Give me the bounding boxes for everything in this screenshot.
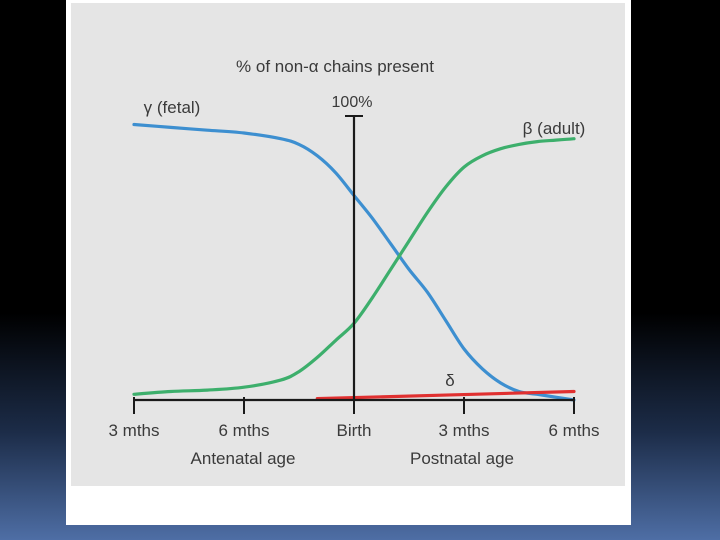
x-tick-label: 6 mths xyxy=(548,421,599,440)
series-label-adult: β (adult) xyxy=(523,119,586,138)
chart-card: % of non-α chains present 100% Antenatal… xyxy=(71,3,625,486)
antenatal-label: Antenatal age xyxy=(191,449,296,468)
x-tick-label: 3 mths xyxy=(438,421,489,440)
label-layer: γ (fetal) β (adult) δ xyxy=(144,98,586,390)
chart-title: % of non-α chains present xyxy=(236,57,434,76)
x-tick-label: Birth xyxy=(337,421,372,440)
series-line-fetal xyxy=(132,122,576,402)
postnatal-label: Postnatal age xyxy=(410,449,514,468)
axis-layer: 3 mths 6 mths Birth 3 mths 6 mths xyxy=(108,115,600,440)
series-line-s2 xyxy=(315,389,576,401)
hemoglobin-chain-chart: % of non-α chains present 100% Antenatal… xyxy=(108,57,600,468)
slide-panel: % of non-α chains present 100% Antenatal… xyxy=(66,0,631,525)
series-label-s2: δ xyxy=(445,371,454,390)
x-tick-label: 6 mths xyxy=(218,421,269,440)
x-tick-label: 3 mths xyxy=(108,421,159,440)
series-line-adult xyxy=(132,137,576,396)
series-layer xyxy=(132,122,576,402)
y-top-label: 100% xyxy=(332,94,373,111)
series-label-fetal: γ (fetal) xyxy=(144,98,201,117)
